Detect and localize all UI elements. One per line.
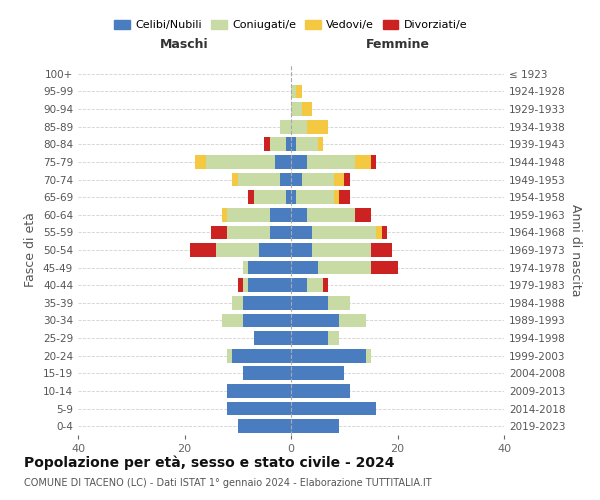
Bar [291,402,376,415]
Bar [291,190,296,204]
Bar [238,420,291,433]
Bar [291,314,339,328]
Text: Maschi: Maschi [160,38,209,51]
Bar [382,226,387,239]
Bar [291,349,365,362]
Bar [291,138,296,151]
Bar [211,226,227,239]
Bar [371,260,398,274]
Bar [291,226,313,239]
Text: COMUNE DI TACENO (LC) - Dati ISTAT 1° gennaio 2024 - Elaborazione TUTTITALIA.IT: COMUNE DI TACENO (LC) - Dati ISTAT 1° ge… [24,478,431,488]
Bar [317,138,323,151]
Bar [248,278,291,292]
Text: Femmine: Femmine [365,38,430,51]
Bar [291,243,313,257]
Bar [227,208,270,222]
Bar [243,260,248,274]
Bar [270,208,291,222]
Bar [339,314,365,328]
Bar [291,260,317,274]
Bar [291,84,296,98]
Bar [291,296,328,310]
Bar [254,190,286,204]
Bar [291,331,328,345]
Bar [291,155,307,169]
Bar [334,190,339,204]
Bar [307,155,355,169]
Bar [243,366,291,380]
Bar [227,402,291,415]
Bar [195,155,206,169]
Bar [222,208,227,222]
Bar [376,226,382,239]
Bar [270,226,291,239]
Bar [232,349,291,362]
Y-axis label: Fasce di età: Fasce di età [25,212,37,288]
Bar [227,349,232,362]
Bar [291,172,302,186]
Bar [355,208,371,222]
Bar [243,314,291,328]
Bar [307,278,323,292]
Bar [296,138,317,151]
Bar [286,138,291,151]
Bar [371,243,392,257]
Bar [323,278,328,292]
Bar [248,190,254,204]
Bar [259,243,291,257]
Bar [328,296,350,310]
Bar [248,260,291,274]
Bar [339,190,350,204]
Bar [317,260,371,274]
Legend: Celibi/Nubili, Coniugati/e, Vedovi/e, Divorziati/e: Celibi/Nubili, Coniugati/e, Vedovi/e, Di… [110,15,472,34]
Bar [307,120,328,134]
Bar [328,331,339,345]
Bar [238,278,243,292]
Bar [313,226,376,239]
Bar [355,155,371,169]
Bar [302,172,334,186]
Bar [222,314,243,328]
Bar [291,208,307,222]
Bar [280,120,291,134]
Bar [286,190,291,204]
Bar [296,190,334,204]
Bar [206,155,275,169]
Bar [291,278,307,292]
Bar [302,102,312,116]
Bar [371,155,376,169]
Bar [227,226,270,239]
Bar [243,296,291,310]
Bar [291,120,307,134]
Bar [291,420,339,433]
Bar [313,243,371,257]
Bar [190,243,217,257]
Bar [217,243,259,257]
Bar [291,384,350,398]
Bar [227,384,291,398]
Bar [365,349,371,362]
Bar [296,84,302,98]
Bar [334,172,344,186]
Bar [238,172,280,186]
Bar [254,331,291,345]
Bar [232,172,238,186]
Bar [291,102,302,116]
Text: Popolazione per età, sesso e stato civile - 2024: Popolazione per età, sesso e stato civil… [24,456,395,470]
Bar [275,155,291,169]
Bar [270,138,286,151]
Bar [232,296,243,310]
Bar [265,138,270,151]
Bar [344,172,350,186]
Bar [291,366,344,380]
Bar [280,172,291,186]
Bar [307,208,355,222]
Y-axis label: Anni di nascita: Anni di nascita [569,204,582,296]
Bar [243,278,248,292]
